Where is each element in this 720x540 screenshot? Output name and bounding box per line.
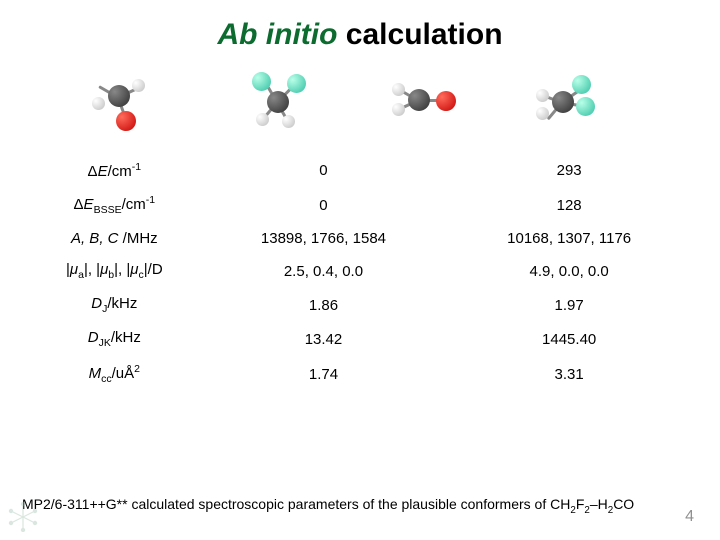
param-value-conf2: 4.9, 0.0, 0.0 (446, 254, 692, 288)
param-label: ΔE/cm-1 (28, 154, 201, 187)
hydrogen-atom (392, 83, 405, 96)
param-label: ΔEBSSE/cm-1 (28, 187, 201, 223)
carbon-atom (267, 91, 289, 113)
param-value-conf1: 1.74 (201, 356, 447, 392)
param-label: A, B, C /MHz (28, 223, 201, 254)
carbon-atom (408, 89, 430, 111)
carbon-atom (552, 91, 574, 113)
molecule-conf1-right (222, 61, 352, 147)
param-label: Mcc/uÅ2 (28, 356, 201, 392)
parameter-table: ΔE/cm-10293ΔEBSSE/cm-10128A, B, C /MHz13… (28, 154, 692, 392)
slide-title: Ab initio calculation (28, 18, 692, 52)
param-value-conf2: 3.31 (446, 356, 692, 392)
param-label: DJK/kHz (28, 322, 201, 356)
molecule-conf2-left (368, 61, 498, 147)
param-value-conf2: 1.97 (446, 288, 692, 322)
page-number: 4 (685, 508, 694, 526)
slide: Ab initio calculation (0, 0, 720, 540)
param-value-conf1: 0 (201, 187, 447, 223)
table-row: ΔEBSSE/cm-10128 (28, 187, 692, 223)
hydrogen-atom (536, 89, 549, 102)
title-rest: calculation (337, 18, 502, 51)
table-row: |μa|, |μb|, |μc|/D2.5, 0.4, 0.04.9, 0.0,… (28, 254, 692, 288)
param-value-conf2: 10168, 1307, 1176 (446, 223, 692, 254)
param-value-conf1: 2.5, 0.4, 0.0 (201, 254, 447, 288)
caption: MP2/6-311++G** calculated spectroscopic … (22, 496, 660, 516)
param-value-conf2: 128 (446, 187, 692, 223)
oxygen-atom (116, 111, 136, 131)
molecule-conf1-left (76, 61, 206, 147)
fluorine-atom (572, 75, 591, 94)
param-value-conf1: 0 (201, 154, 447, 187)
title-italic: Ab initio (217, 18, 337, 51)
hydrogen-atom (132, 79, 145, 92)
hydrogen-atom (92, 97, 105, 110)
param-value-conf2: 293 (446, 154, 692, 187)
table-row: ΔE/cm-10293 (28, 154, 692, 187)
corner-decoration-icon (8, 502, 38, 532)
param-value-conf2: 1445.40 (446, 322, 692, 356)
fluorine-atom (287, 74, 306, 93)
table-row: Mcc/uÅ21.743.31 (28, 356, 692, 392)
hydrogen-atom (282, 115, 295, 128)
molecule-row (68, 60, 652, 148)
oxygen-atom (436, 91, 456, 111)
fluorine-atom (576, 97, 595, 116)
table-row: DJK/kHz13.421445.40 (28, 322, 692, 356)
param-label: DJ/kHz (28, 288, 201, 322)
carbon-atom (108, 85, 130, 107)
param-value-conf1: 1.86 (201, 288, 447, 322)
molecule-conf2-right (514, 61, 644, 147)
table-row: A, B, C /MHz13898, 1766, 158410168, 1307… (28, 223, 692, 254)
param-value-conf1: 13.42 (201, 322, 447, 356)
fluorine-atom (252, 72, 271, 91)
hydrogen-atom (256, 113, 269, 126)
table-row: DJ/kHz1.861.97 (28, 288, 692, 322)
hydrogen-atom (536, 107, 549, 120)
hydrogen-atom (392, 103, 405, 116)
param-value-conf1: 13898, 1766, 1584 (201, 223, 447, 254)
param-label: |μa|, |μb|, |μc|/D (28, 254, 201, 288)
